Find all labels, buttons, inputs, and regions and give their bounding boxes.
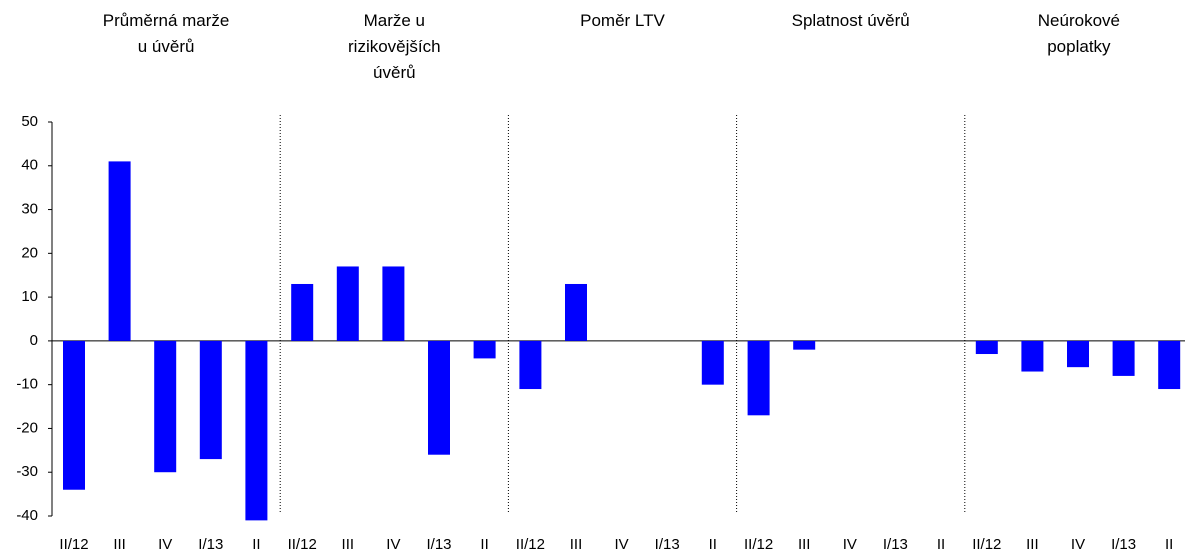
y-tick-label: 40 bbox=[21, 157, 38, 174]
y-tick-label: -30 bbox=[16, 463, 38, 480]
x-tick-label: II/12 bbox=[516, 536, 545, 553]
x-tick-label: I/13 bbox=[655, 536, 680, 553]
x-tick-label: III bbox=[342, 536, 355, 553]
x-tick-label: III bbox=[113, 536, 126, 553]
bar bbox=[108, 161, 131, 341]
bar bbox=[1158, 340, 1181, 390]
y-tick-label: 20 bbox=[21, 244, 38, 261]
y-tick-label: 10 bbox=[21, 288, 38, 305]
bar bbox=[154, 340, 177, 473]
bar bbox=[1067, 340, 1089, 368]
x-tick-label: I/13 bbox=[1111, 536, 1136, 553]
bar bbox=[747, 340, 770, 416]
bar bbox=[565, 283, 587, 341]
bar bbox=[199, 340, 222, 460]
bar bbox=[519, 340, 542, 390]
x-tick-label: IV bbox=[386, 536, 400, 553]
bar bbox=[975, 340, 998, 355]
x-tick-label: III bbox=[798, 536, 811, 553]
bar bbox=[63, 340, 85, 490]
bar bbox=[793, 340, 816, 350]
bar bbox=[291, 283, 314, 341]
group-title: Průměrná marže u úvěrů bbox=[102, 11, 230, 56]
bar bbox=[382, 266, 405, 341]
x-tick-label: II/12 bbox=[288, 536, 317, 553]
bar bbox=[701, 340, 724, 385]
x-tick-label: II bbox=[937, 536, 945, 553]
x-tick-label: II bbox=[1165, 536, 1173, 553]
group-title: Neúrokové poplatky bbox=[1037, 11, 1120, 56]
x-tick-label: I/13 bbox=[198, 536, 223, 553]
bar bbox=[1112, 340, 1135, 376]
x-tick-label: III bbox=[570, 536, 583, 553]
x-tick-label: IV bbox=[1071, 536, 1085, 553]
y-tick-label: 30 bbox=[21, 201, 38, 218]
group-title: Poměr LTV bbox=[580, 11, 665, 30]
x-tick-label: IV bbox=[615, 536, 629, 553]
bar bbox=[473, 340, 496, 359]
x-tick-label: II bbox=[480, 536, 488, 553]
x-tick-label: IV bbox=[158, 536, 172, 553]
x-tick-label: II/12 bbox=[59, 536, 88, 553]
x-tick-label: II bbox=[709, 536, 717, 553]
x-tick-label: I/13 bbox=[883, 536, 908, 553]
x-tick-label: II/12 bbox=[744, 536, 773, 553]
y-tick-label: -20 bbox=[16, 419, 38, 436]
group-title: Splatnost úvěrů bbox=[791, 11, 910, 30]
x-tick-label: I/13 bbox=[426, 536, 451, 553]
x-tick-label: III bbox=[1026, 536, 1039, 553]
y-tick-label: 0 bbox=[30, 332, 38, 349]
group-title: Marže u rizikovějších úvěrů bbox=[348, 11, 441, 82]
bar bbox=[245, 340, 268, 521]
bar bbox=[336, 266, 359, 341]
y-tick-label: -40 bbox=[16, 507, 38, 524]
x-tick-label: II bbox=[252, 536, 260, 553]
x-tick-label: II/12 bbox=[972, 536, 1001, 553]
y-tick-label: -10 bbox=[16, 376, 38, 393]
y-tick-label: 50 bbox=[21, 113, 38, 130]
x-tick-label: IV bbox=[843, 536, 857, 553]
bar bbox=[428, 340, 450, 455]
bar bbox=[1021, 340, 1044, 372]
